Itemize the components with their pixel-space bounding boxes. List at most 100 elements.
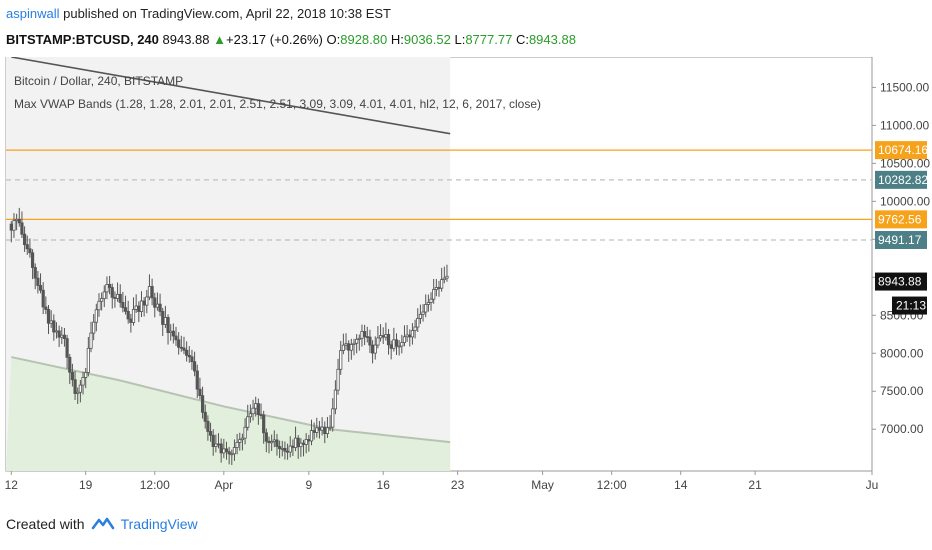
candle-body	[60, 334, 64, 338]
candle	[278, 440, 282, 459]
candle	[203, 404, 207, 429]
candle-body	[153, 297, 157, 308]
legend-title: Bitcoin / Dollar, 240, BITSTAMP	[14, 74, 183, 88]
x-tick-label: 21	[748, 478, 762, 492]
x-tick-label: 16	[377, 478, 391, 492]
candle-body	[402, 336, 407, 343]
y-tick-label: 10000.00	[880, 194, 930, 208]
candle-body	[193, 361, 197, 372]
candle-body	[224, 448, 229, 453]
y-tick-label: 10500.00	[880, 156, 930, 170]
candle	[386, 329, 391, 355]
candle-body	[445, 275, 449, 279]
candle	[36, 270, 40, 294]
candle	[418, 304, 423, 324]
candle-body	[44, 306, 48, 310]
candle	[22, 226, 27, 252]
candle-body	[440, 279, 444, 289]
candle-body	[25, 244, 29, 250]
candle	[328, 415, 332, 431]
candle	[182, 336, 186, 355]
price-chart[interactable]: Bitcoin / Dollar, 240, BITSTAMP Max VWAP…	[0, 57, 932, 502]
bar-countdown-label: 21:13	[896, 299, 926, 313]
candle-body	[9, 223, 13, 231]
candle-body	[349, 344, 353, 351]
y-axis[interactable]: 7000.007500.008000.008500.009000.009500.…	[872, 80, 930, 436]
candle-body	[81, 377, 85, 386]
candle-body	[139, 300, 144, 312]
candle	[394, 333, 399, 355]
candle	[100, 292, 104, 311]
candle-body	[309, 430, 314, 442]
author-link[interactable]: aspinwall	[6, 6, 60, 21]
candle	[429, 292, 433, 311]
candle	[426, 294, 430, 312]
x-axis[interactable]: 12 19 12:00 Apr 9 16 23 May 12:00 14 21 Ju	[5, 471, 879, 492]
candle-body	[110, 287, 114, 298]
candle-body	[113, 296, 117, 299]
candle	[264, 428, 268, 453]
candle-body	[373, 344, 377, 354]
candle-body	[134, 305, 138, 310]
candle	[275, 433, 279, 456]
candle-body	[49, 320, 53, 324]
candle-body	[285, 450, 290, 453]
candle	[139, 291, 144, 318]
candle-body	[105, 284, 109, 293]
candle-body	[397, 345, 401, 348]
candle	[296, 435, 300, 459]
candle-body	[46, 309, 51, 324]
candle-body	[70, 371, 75, 381]
candle-body	[320, 426, 324, 431]
candle-body	[317, 427, 322, 431]
candle	[44, 296, 48, 315]
candle-body	[341, 344, 345, 351]
candle-body	[368, 336, 372, 346]
change-arrow-icon: ▲	[213, 32, 227, 47]
x-tick-label: May	[531, 478, 554, 492]
candle-body	[437, 287, 441, 289]
candle-body	[187, 354, 191, 358]
x-tick-label: 23	[451, 478, 465, 492]
candle-body	[100, 298, 104, 302]
candle	[131, 297, 136, 326]
candle	[81, 371, 85, 395]
legend-indicator: Max VWAP Bands (1.28, 1.28, 2.01, 2.01, …	[14, 97, 541, 111]
candle	[110, 283, 114, 309]
candle-body	[325, 427, 330, 435]
candle	[246, 404, 250, 431]
candle-body	[230, 453, 234, 456]
candle-body	[78, 384, 82, 393]
candle	[12, 213, 16, 238]
x-tick-label: 12:00	[140, 478, 170, 492]
lower-band-line	[11, 356, 451, 444]
candle-body	[376, 337, 380, 346]
candle-body	[12, 220, 16, 231]
candle	[123, 295, 128, 315]
candle-body	[52, 320, 56, 333]
y-tick-label: 11500.00	[880, 80, 929, 94]
candle	[68, 353, 72, 385]
footer: Created with TradingView	[6, 516, 198, 532]
candle-body	[206, 420, 210, 432]
candle-body	[429, 298, 433, 303]
candle	[126, 300, 130, 324]
candle-body	[312, 430, 316, 433]
candle	[256, 398, 260, 425]
candle-body	[280, 447, 284, 450]
tradingview-brand[interactable]: TradingView	[120, 516, 198, 532]
candle	[299, 438, 303, 457]
candle-body	[296, 437, 300, 448]
candle-body	[360, 331, 364, 339]
change-value: +23.17 (+0.26%)	[226, 32, 323, 47]
candle	[410, 323, 415, 345]
candle-body	[418, 313, 423, 319]
low-value: 8777.77	[465, 32, 513, 47]
y-tick-label: 8000.00	[880, 346, 924, 360]
candle	[432, 278, 436, 304]
candle-body	[389, 344, 393, 349]
candle-body	[76, 391, 80, 394]
candle-body	[235, 441, 239, 448]
candle-body	[315, 427, 319, 433]
candle	[52, 314, 56, 341]
